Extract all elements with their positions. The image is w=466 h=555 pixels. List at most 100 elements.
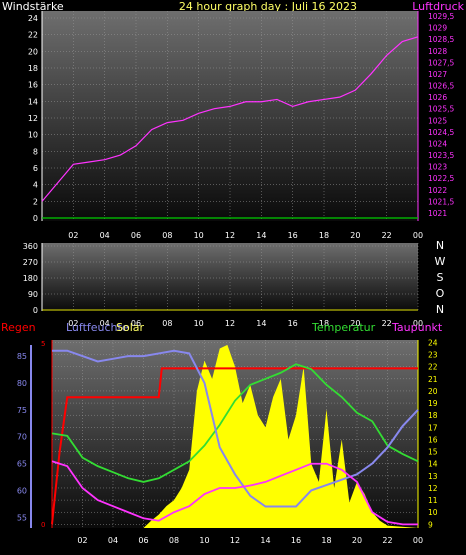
x-tick-label: 02 (77, 536, 87, 545)
temperature-axis-title: Temperatur (311, 321, 376, 334)
x-tick-label: 14 (260, 536, 270, 545)
rain-axis-title: Regen (1, 321, 36, 334)
temperature-tick-label: 23 (428, 351, 438, 360)
wind-tick-label: 10 (28, 131, 38, 140)
weather-x-ticks: 02 04 06 08 10 12 14 16 18 20 22 00 (77, 536, 423, 545)
x-tick-label: 04 (108, 536, 118, 545)
temperature-tick-label: 9 (428, 520, 433, 529)
x-tick-label: 22 (382, 536, 392, 545)
humidity-tick-label: 55 (17, 513, 27, 522)
pressure-tick-label: 1027 (428, 70, 447, 79)
pressure-tick-label: 1024 (428, 139, 447, 148)
rain-axis-ticks: 05 (41, 340, 45, 529)
pressure-tick-label: 1028 (428, 47, 447, 56)
dewpoint-axis-title: Taupunkt (391, 321, 443, 334)
temperature-tick-label: 17 (428, 423, 438, 432)
wind-axis-title: Windstärke (2, 0, 64, 13)
pressure-tick-label: 1024,5 (428, 128, 454, 137)
temperature-line (51, 363, 419, 483)
pressure-tick-label: 1028,5 (428, 35, 454, 44)
x-tick-label: 14 (256, 319, 266, 328)
pressure-tick-label: 1023,5 (428, 151, 454, 160)
x-tick-label: 18 (321, 536, 331, 545)
pressure-tick-label: 1021,5 (428, 197, 454, 206)
direction-tick-label: 90 (28, 290, 38, 299)
compass-tick-label: S (437, 271, 444, 284)
pressure-tick-label: 1029 (428, 24, 447, 33)
humidity-axis-ticks: 55 60 65 70 75 80 85 (17, 352, 27, 522)
x-tick-label: 16 (288, 319, 298, 328)
humidity-tick-label: 80 (17, 379, 27, 388)
wind-tick-label: 22 (28, 31, 38, 40)
chart-title: 24 hour graph day : Juli 16 2023 (179, 0, 357, 13)
temperature-tick-label: 14 (428, 460, 438, 469)
temperature-tick-label: 18 (428, 411, 438, 420)
temperature-tick-label: 11 (428, 496, 438, 505)
x-tick-label: 18 (319, 319, 329, 328)
direction-tick-label: 0 (33, 306, 38, 315)
pressure-tick-label: 1023 (428, 163, 447, 172)
temperature-tick-label: 19 (428, 399, 438, 408)
dewpoint-line (51, 460, 418, 526)
temperature-tick-label: 22 (428, 363, 438, 372)
wind-direction-grid (41, 243, 419, 311)
x-tick-label: 10 (194, 231, 204, 240)
temperature-tick-label: 16 (428, 435, 438, 444)
pressure-axis-title: Luftdruck (412, 0, 464, 13)
x-tick-label: 22 (382, 231, 392, 240)
humidity-tick-label: 70 (17, 433, 27, 442)
temperature-axis-ticks: 9 10 11 12 13 14 15 16 17 18 19 20 21 22 23 24 (428, 338, 438, 529)
humidity-tick-label: 85 (17, 352, 27, 361)
wind-tick-label: 24 (28, 14, 38, 23)
pressure-tick-label: 1026,5 (428, 82, 454, 91)
x-tick-label: 22 (382, 319, 392, 328)
x-tick-label: 04 (100, 231, 110, 240)
x-tick-label: 02 (68, 231, 78, 240)
x-tick-label: 00 (413, 231, 423, 240)
x-tick-label: 16 (291, 536, 301, 545)
x-tick-label: 12 (225, 319, 235, 328)
x-tick-label: 18 (319, 231, 329, 240)
x-tick-label: 06 (131, 231, 141, 240)
x-tick-label: 10 (194, 319, 204, 328)
temperature-tick-label: 10 (428, 508, 438, 517)
temperature-tick-label: 12 (428, 484, 438, 493)
x-tick-label: 16 (288, 231, 298, 240)
temperature-tick-label: 24 (428, 338, 438, 347)
solar-label: Solar (116, 321, 145, 334)
wind-tick-label: 6 (33, 164, 38, 173)
humidity-axis-title: Luftfeuchte (66, 321, 129, 334)
humidity-line (52, 349, 419, 508)
wind-tick-label: 14 (28, 97, 38, 106)
pressure-tick-label: 1027,5 (428, 58, 454, 67)
x-tick-label: 08 (169, 536, 179, 545)
direction-tick-label: 270 (23, 258, 38, 267)
x-tick-label: 06 (131, 319, 141, 328)
x-tick-label: 20 (352, 536, 362, 545)
humidity-tick-label: 75 (17, 406, 27, 415)
weather-series (51, 344, 419, 528)
compass-tick-label: W (435, 255, 446, 268)
pressure-tick-label: 1021 (428, 209, 447, 218)
direction-degree-ticks: 0 90 180 270 360 (23, 242, 38, 315)
compass-tick-label: N (436, 239, 444, 252)
x-tick-label: 00 (413, 536, 423, 545)
x-tick-label: 02 (68, 319, 78, 328)
x-tick-label: 06 (138, 536, 148, 545)
wind-tick-label: 4 (33, 181, 38, 190)
temperature-tick-label: 15 (428, 448, 438, 457)
wind-tick-label: 12 (28, 114, 38, 123)
temperature-tick-label: 21 (428, 375, 438, 384)
x-tick-label: 20 (350, 319, 360, 328)
rain-tick-label: 5 (41, 340, 45, 348)
direction-tick-label: 180 (23, 274, 38, 283)
x-tick-label: 08 (162, 231, 172, 240)
pressure-tick-label: 1022,5 (428, 174, 454, 183)
rain-tick-label: 0 (41, 521, 45, 529)
pressure-tick-label: 1026 (428, 93, 447, 102)
